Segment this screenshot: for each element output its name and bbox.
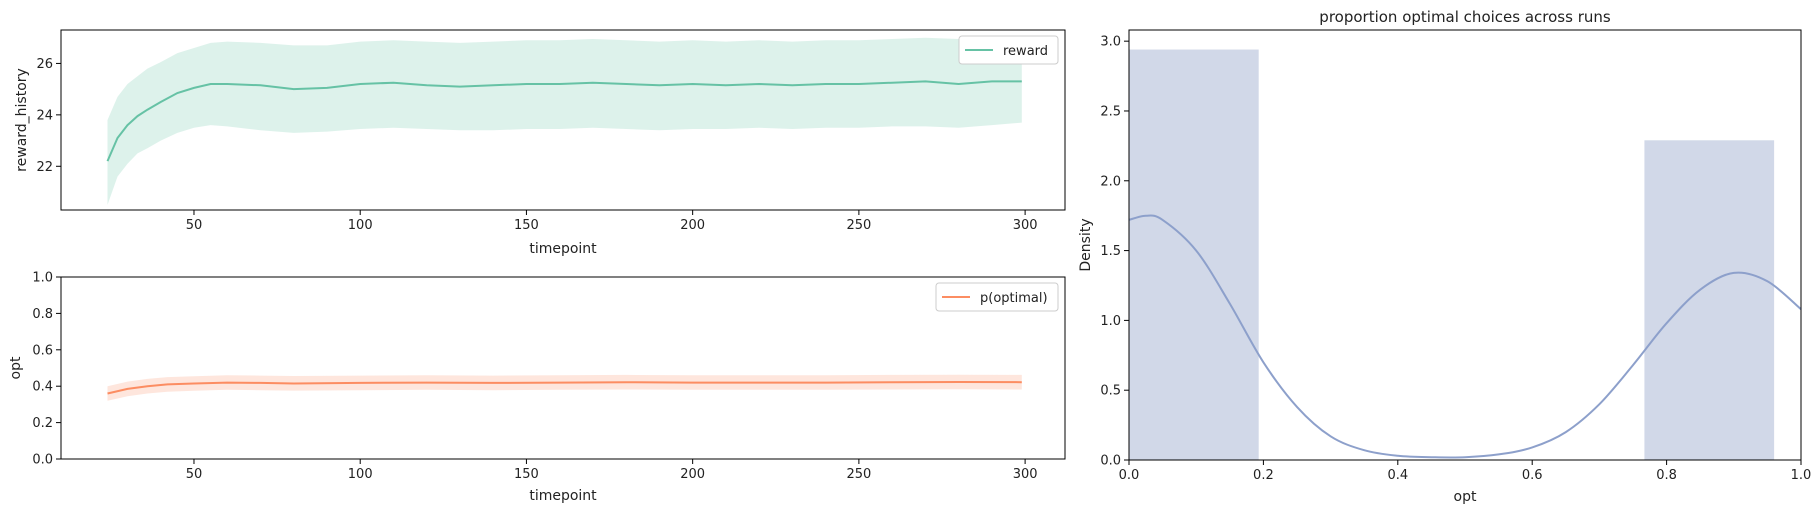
histogram-xtick-label: 0.2: [1253, 468, 1274, 483]
histogram-xlabel: opt: [1454, 489, 1477, 505]
histogram-ytick-label: 1.0: [1100, 314, 1121, 329]
reward-legend-label: reward: [1003, 44, 1048, 59]
popt-ylabel: opt: [8, 356, 24, 379]
reward-ytick-label: 26: [36, 57, 53, 72]
reward-yticks: 22 24 26: [36, 57, 61, 175]
popt-xticks: 50 100 150 200 250 300: [186, 459, 1038, 482]
popt-legend-label: p(optimal): [980, 291, 1048, 306]
popt-legend-box: [935, 282, 1059, 312]
histogram-bar-layer: [1129, 49, 1775, 460]
reward-legend: reward: [958, 35, 1059, 65]
popt-mean-line: [107, 380, 1022, 395]
histogram-kde-curve: [1128, 214, 1802, 459]
popt-axes-frame: [60, 276, 1066, 460]
reward-history-panel: 50 100 150 200 250 300 22 24 26 timepoint rewar…: [14, 29, 1066, 257]
reward-xtick-label: 100: [348, 218, 373, 233]
popt-xtick-label: 150: [514, 467, 539, 482]
popt-xtick-label: 200: [680, 467, 705, 482]
popt-ytick-label: 1.0: [32, 271, 53, 286]
popt-legend: p(optimal): [935, 282, 1059, 312]
histogram-axes-frame: [1128, 29, 1802, 461]
histogram-ytick-label: 0.5: [1100, 384, 1121, 399]
popt-xtick-label: 300: [1013, 467, 1038, 482]
reward-mean-line: [106, 80, 1022, 162]
histogram-xtick-label: 1.0: [1791, 468, 1811, 483]
histogram-xtick-label: 0.4: [1387, 468, 1408, 483]
popt-yticks: 0.0 0.2 0.4 0.6 0.8 1.0: [32, 271, 61, 468]
reward-xtick-label: 300: [1013, 218, 1038, 233]
popt-ytick-label: 0.4: [32, 380, 53, 395]
histogram-ylabel: Density: [1078, 218, 1094, 271]
histogram-ytick-label: 0.0: [1100, 454, 1121, 469]
popt-panel: 50 100 150 200 250 300 0.0 0.2 0.4 0.6 0.8 1.0 tim…: [8, 271, 1066, 504]
histogram-bar: [1129, 49, 1259, 460]
reward-xtick-label: 50: [186, 218, 203, 233]
histogram-yticks: 0.0 0.5 1.0 1.5 2.0 2.5 3.0: [1100, 35, 1129, 469]
reward-xtick-label: 200: [680, 218, 705, 233]
histogram-xticks: 0.0 0.2 0.4 0.6 0.8 1.0: [1119, 460, 1811, 483]
popt-xtick-label: 50: [186, 467, 203, 482]
reward-xlabel: timepoint: [529, 241, 597, 257]
popt-band-layer: [107, 374, 1022, 401]
reward-line-layer: [106, 80, 1022, 162]
popt-ytick-label: 0.2: [32, 416, 53, 431]
reward-band-layer: [107, 37, 1022, 205]
histogram-kde-layer: [1128, 214, 1802, 459]
histogram-bar: [1644, 140, 1775, 460]
reward-xtick-label: 250: [846, 218, 871, 233]
popt-xtick-label: 100: [348, 467, 373, 482]
histogram-xtick-label: 0.6: [1522, 468, 1543, 483]
popt-ytick-label: 0.6: [32, 343, 53, 358]
reward-xticks: 50 100 150 200 250 300: [186, 210, 1038, 233]
reward-ytick-label: 24: [36, 108, 53, 123]
popt-confidence-band: [107, 374, 1022, 401]
histogram-xtick-label: 0.0: [1119, 468, 1140, 483]
histogram-xtick-label: 0.8: [1656, 468, 1677, 483]
reward-xtick-label: 150: [514, 218, 539, 233]
reward-confidence-band: [107, 37, 1022, 205]
reward-ylabel: reward_history: [14, 68, 30, 172]
histogram-panel: 0.0 0.2 0.4 0.6 0.8 1.0 0.0 0.5 1.0 1.5 2.0 2.5 3.0…: [1078, 8, 1811, 505]
histogram-ytick-label: 2.5: [1100, 104, 1121, 119]
histogram-ytick-label: 2.0: [1100, 174, 1121, 189]
reward-axes-frame: [60, 29, 1066, 211]
histogram-title: proportion optimal choices across runs: [1319, 8, 1611, 26]
popt-ytick-label: 0.0: [32, 453, 53, 468]
reward-ytick-label: 22: [36, 160, 53, 175]
histogram-ytick-label: 3.0: [1100, 35, 1121, 50]
popt-xlabel: timepoint: [529, 488, 597, 504]
popt-ytick-label: 0.8: [32, 307, 53, 322]
reward-legend-box: [958, 35, 1059, 65]
histogram-ytick-label: 1.5: [1100, 244, 1121, 259]
popt-xtick-label: 250: [846, 467, 871, 482]
popt-line-layer: [107, 380, 1022, 395]
